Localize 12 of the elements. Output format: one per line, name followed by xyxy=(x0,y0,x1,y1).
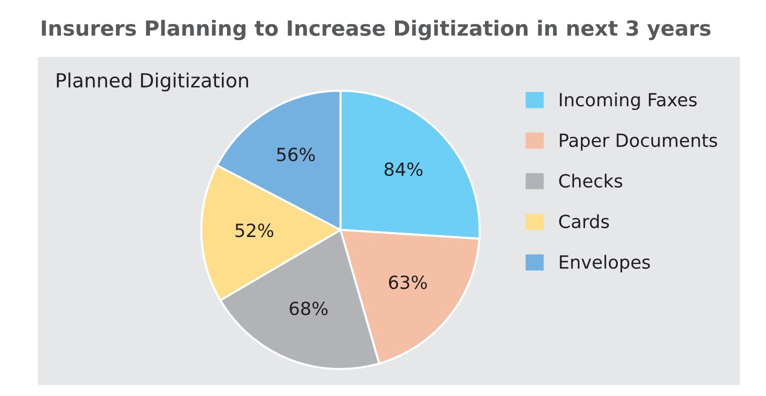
chart-subtitle: Planned Digitization xyxy=(56,72,248,92)
legend-label: Incoming Faxes xyxy=(560,92,697,110)
legend-label: Cards xyxy=(559,214,609,228)
legend-label: Checks xyxy=(559,174,622,188)
data-label: 56% xyxy=(277,148,315,162)
data-label: 52% xyxy=(236,224,274,238)
legend-label: Paper Documents xyxy=(560,134,718,151)
data-label: 68% xyxy=(290,302,328,316)
data-label: 63% xyxy=(389,275,427,290)
data-label: 84% xyxy=(384,162,422,176)
legend-label: Envelopes xyxy=(560,254,650,272)
chart-title: Insurers Planning to Increase Digitization in next 3 years xyxy=(42,20,710,40)
